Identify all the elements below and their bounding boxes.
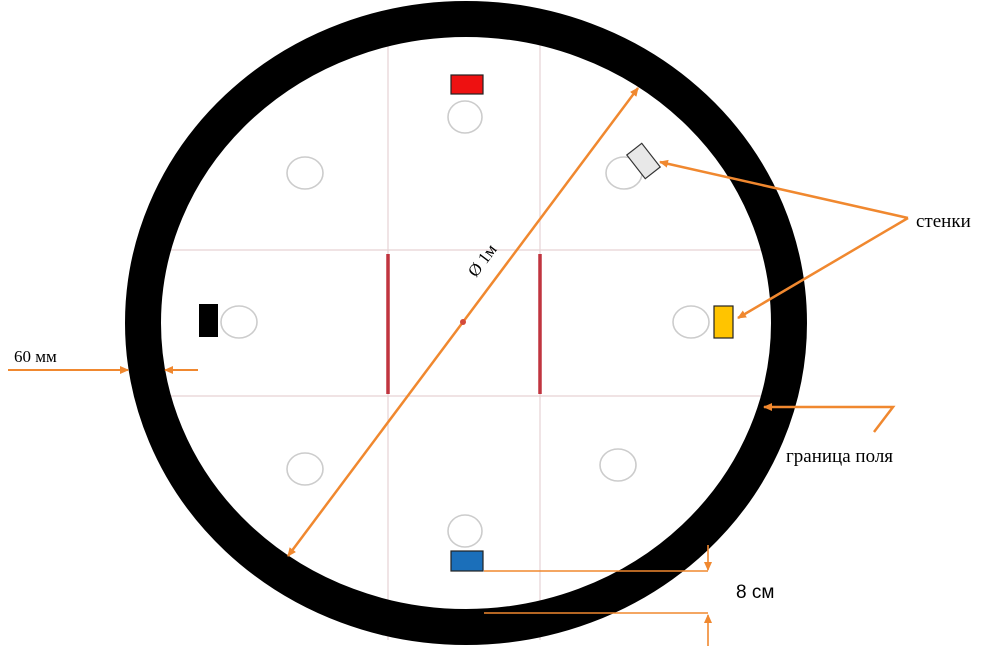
field-border-arrow (763, 403, 896, 433)
field-border-ring (125, 1, 807, 645)
position-circle (286, 156, 324, 190)
position-circle (220, 305, 258, 339)
diameter-arrow (461, 87, 640, 323)
block-bottom-blue (450, 550, 484, 572)
position-circle (447, 100, 483, 134)
position-circle (447, 514, 483, 548)
offset-dimension (484, 570, 708, 614)
position-circle (672, 305, 710, 339)
center-zone-lines (386, 254, 542, 394)
position-circles (220, 100, 710, 548)
walls-arrow-upper (659, 159, 909, 220)
diameter-arrow (286, 321, 465, 557)
wall-block-grey (625, 142, 662, 180)
border-width-label: 60 мм (14, 347, 57, 366)
diameter-label: Ø 1м (464, 240, 501, 280)
position-circle (286, 452, 324, 486)
block-left-black (199, 304, 218, 337)
block-top-red (450, 74, 484, 95)
walls-arrow-lower (737, 216, 909, 320)
center-point (460, 319, 466, 325)
offset-label: 8 см (736, 582, 774, 603)
block-right-yellow (713, 305, 734, 339)
walls-label: стенки (916, 211, 971, 232)
position-circle (599, 448, 637, 482)
field-border-label: граница поля (786, 446, 893, 467)
